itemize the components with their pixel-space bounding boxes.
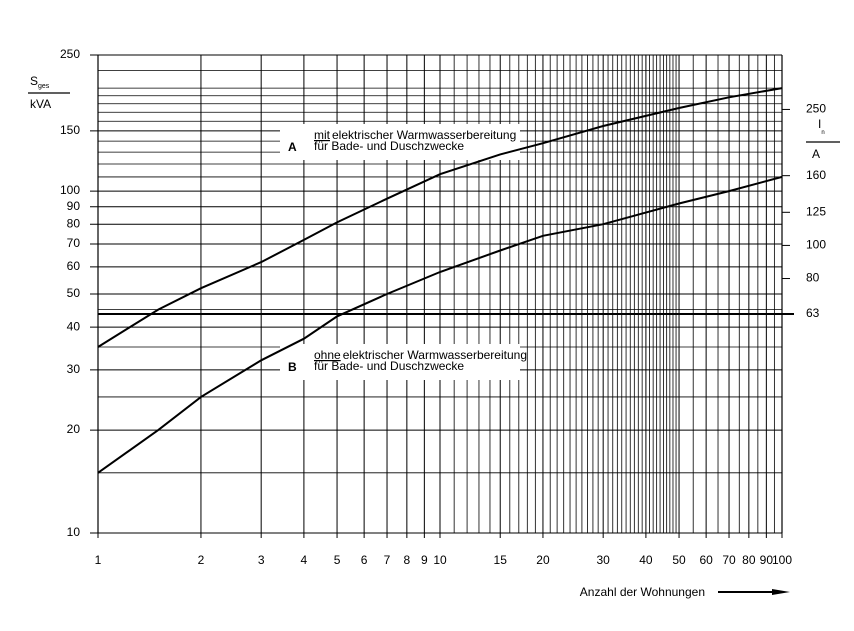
annotation-line: für Bade- und Duschzwecke <box>314 359 464 373</box>
y-tick-label: 40 <box>67 319 81 333</box>
annotation-box <box>280 124 520 160</box>
annotation-text: elektrischer Warmwasserbereitung <box>343 348 527 362</box>
annotation-emphasis: mit <box>314 128 331 142</box>
x-tick-label: 20 <box>536 553 550 567</box>
x-tick-label: 10 <box>433 553 447 567</box>
annotation-line: ohne elektrischer Warmwasserbereitung <box>314 348 527 362</box>
x-axis-title: Anzahl der Wohnungen <box>580 585 705 599</box>
annotation-line: mit elektrischer Warmwasserbereitung <box>314 128 516 142</box>
curve <box>97 87 783 348</box>
x-arrow-head <box>772 589 790 595</box>
y-tick-label: 80 <box>67 216 81 230</box>
curves <box>97 87 783 474</box>
x-tick-label: 90 <box>760 553 774 567</box>
x-tick-label: 80 <box>742 553 756 567</box>
y-tick-label: 150 <box>60 123 80 137</box>
x-tick-label: 60 <box>699 553 713 567</box>
labels: 1 2 3 4 5 6 7 8 9 10 15 20 30 40 50 60 70 80 9010010203040… <box>28 47 840 599</box>
y-axis-symbol: Sges <box>30 74 50 90</box>
y2-tick-label: 250 <box>806 102 826 116</box>
x-tick-label: 8 <box>404 553 411 567</box>
annotation-box <box>280 344 520 380</box>
x-tick-label: 50 <box>672 553 686 567</box>
y2-tick-label: 160 <box>806 168 826 182</box>
y-axis-unit: kVA <box>30 97 51 111</box>
x-tick-label: 5 <box>334 553 341 567</box>
y2-axis-subscript: n <box>821 130 824 136</box>
y-tick-label: 90 <box>67 199 81 213</box>
y-tick-label: 20 <box>67 422 81 436</box>
series-letter: A <box>288 140 297 154</box>
y2-tick-label: 63 <box>806 306 820 320</box>
y-tick-label: 30 <box>67 362 81 376</box>
y-tick-label: 50 <box>67 286 81 300</box>
x-tick-label: 100 <box>772 553 792 567</box>
annotation-line: für Bade- und Duschzwecke <box>314 139 464 153</box>
y2-axis-symbol: In <box>818 117 825 135</box>
annotation-text: elektrischer Warmwasserbereitung <box>332 128 516 142</box>
y-tick-label: 10 <box>67 525 81 539</box>
x-tick-label: 6 <box>361 553 368 567</box>
y-axis-symbol-letter: S <box>30 74 38 88</box>
y-tick-label: 250 <box>60 47 80 61</box>
x-tick-label: 2 <box>198 553 205 567</box>
x-tick-label: 40 <box>639 553 653 567</box>
y-tick-label: 60 <box>67 259 81 273</box>
x-tick-label: 9 <box>421 553 428 567</box>
x-tick-label: 1 <box>95 553 102 567</box>
x-tick-label: 7 <box>384 553 391 567</box>
y2-axis-unit: A <box>812 147 820 161</box>
x-tick-label: 15 <box>494 553 508 567</box>
y-tick-label: 70 <box>67 236 81 250</box>
x-tick-label: 70 <box>722 553 736 567</box>
y-axis-subscript: ges <box>38 83 50 90</box>
y2-tick-label: 80 <box>806 271 820 285</box>
x-tick-label: 4 <box>301 553 308 567</box>
y-tick-label: 100 <box>60 183 80 197</box>
curve <box>97 175 783 474</box>
y2-tick-label: 100 <box>806 238 826 252</box>
y2-axis-symbol-letter: I <box>818 117 821 131</box>
y2-tick-label: 125 <box>806 204 826 218</box>
x-tick-label: 3 <box>258 553 265 567</box>
series-letter: B <box>288 360 297 374</box>
x-tick-label: 30 <box>596 553 610 567</box>
annotation-emphasis: ohne <box>314 348 341 362</box>
